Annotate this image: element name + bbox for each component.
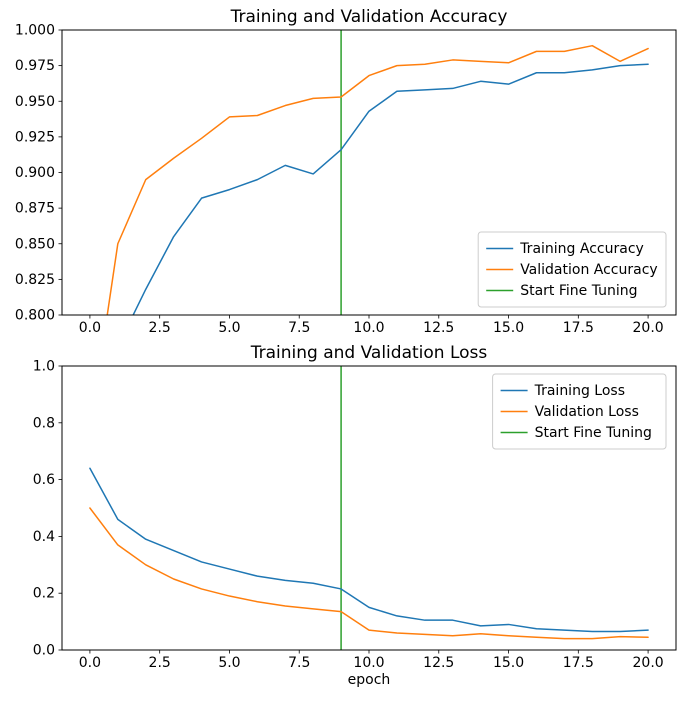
x-tick-label: 12.5 xyxy=(423,655,454,671)
legend-frame xyxy=(477,231,667,308)
x-tick-label: 0.0 xyxy=(79,655,101,671)
validation-accuracy-line xyxy=(106,44,649,315)
axes-frame xyxy=(61,29,677,316)
start-fine-tuning-legend-label: Start Fine Tuning xyxy=(520,283,637,299)
x-tick-label: 7.5 xyxy=(288,655,310,671)
x-tick-label: 7.5 xyxy=(288,320,310,336)
y-tick-label: 1.000 xyxy=(15,23,55,39)
x-tick-label: 20.0 xyxy=(633,320,664,336)
y-tick-label: 0.850 xyxy=(15,236,55,252)
training-accuracy-line xyxy=(132,63,649,315)
validation-loss-legend-label: Validation Loss xyxy=(535,404,639,420)
accuracy-chart-legend: Training Accuracy Validation Accuracy Star… xyxy=(477,231,667,308)
validation-accuracy-legend-label: Validation Accuracy xyxy=(520,262,658,278)
y-tick-label: 0.4 xyxy=(33,529,55,545)
y-tick-label: 1.0 xyxy=(33,359,55,375)
y-tick-label: 0.0 xyxy=(33,643,55,659)
y-tick-label: 0.950 xyxy=(15,94,55,110)
axes-frame xyxy=(61,365,677,651)
x-tick-label: 17.5 xyxy=(563,655,594,671)
x-tick-label: 15.0 xyxy=(493,655,524,671)
x-axis-label: epoch xyxy=(348,672,391,688)
y-tick-label: 0.925 xyxy=(15,129,55,145)
y-tick-label: 0.2 xyxy=(33,586,55,602)
y-tick-label: 0.825 xyxy=(15,272,55,288)
training-accuracy-legend-label: Training Accuracy xyxy=(519,241,644,257)
x-tick-label: 12.5 xyxy=(423,320,454,336)
y-tick-label: 0.875 xyxy=(15,201,55,217)
x-tick-label: 10.0 xyxy=(353,655,384,671)
accuracy-chart-title: Training and Validation Accuracy xyxy=(230,7,508,27)
loss-chart: Training and Validation Loss 0.0 2.5 5.0 7.5… xyxy=(33,343,677,688)
y-tick-label: 0.8 xyxy=(33,415,55,431)
loss-chart-legend: Training Loss Validation Loss Start Fine T… xyxy=(492,373,667,450)
y-tick-label: 0.6 xyxy=(33,472,55,488)
start-fine-tuning-legend-label: Start Fine Tuning xyxy=(535,425,652,441)
loss-chart-title: Training and Validation Loss xyxy=(250,343,488,363)
validation-loss-line xyxy=(89,507,649,640)
x-tick-label: 10.0 xyxy=(353,320,384,336)
x-tick-label: 17.5 xyxy=(563,320,594,336)
training-loss-legend-label: Training Loss xyxy=(534,383,625,399)
x-tick-label: 15.0 xyxy=(493,320,524,336)
x-tick-label: 5.0 xyxy=(218,655,240,671)
accuracy-chart: Training and Validation Accuracy 0.0 2.5 5.… xyxy=(15,7,677,336)
x-tick-label: 2.5 xyxy=(149,655,171,671)
legend-frame xyxy=(492,373,667,450)
x-tick-label: 5.0 xyxy=(218,320,240,336)
training-loss-line xyxy=(89,467,649,633)
y-tick-label: 0.900 xyxy=(15,165,55,181)
x-tick-label: 2.5 xyxy=(149,320,171,336)
y-tick-label: 0.975 xyxy=(15,58,55,74)
x-tick-label: 20.0 xyxy=(633,655,664,671)
x-tick-label: 0.0 xyxy=(79,320,101,336)
y-tick-label: 0.800 xyxy=(15,308,55,324)
